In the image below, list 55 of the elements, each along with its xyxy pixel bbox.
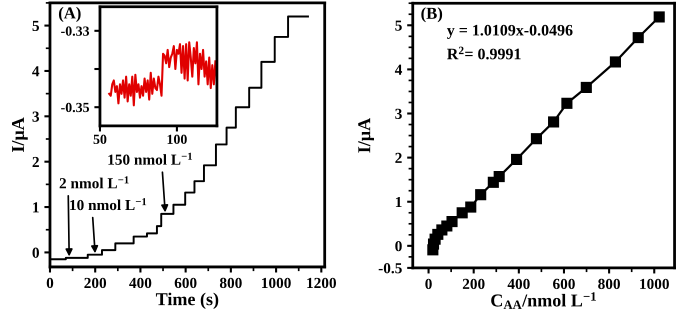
x-tick-label: 600 xyxy=(553,278,575,290)
y-tick-label: 0 xyxy=(32,248,39,258)
annotation: 150 nmol L$^{−1}$ xyxy=(108,152,192,165)
annotation: 2 nmol L$^{−1}$ xyxy=(60,176,129,188)
annotation: (A) xyxy=(58,6,81,22)
annotation: y = 1.0109x-0.0496 xyxy=(446,24,573,39)
annotation: R$^{2}$= 0.9991 xyxy=(447,46,521,60)
x-tick-label: 800 xyxy=(598,278,620,290)
x-tick-label: 200 xyxy=(462,278,485,290)
y-tick-label: -0.5 xyxy=(378,263,402,274)
y-tick-label: 3 xyxy=(32,112,40,122)
y-tick-label: 4 xyxy=(394,64,402,75)
point xyxy=(465,201,476,213)
x-tick-label: 0 xyxy=(425,278,432,290)
point xyxy=(548,116,560,128)
x-tick-label: 1000 xyxy=(262,278,291,288)
x-tick-label: 100 xyxy=(168,134,187,144)
x-tick-label: 600 xyxy=(174,278,197,288)
y-tick-label: -0.33 xyxy=(61,26,90,36)
x-tick-label: 50 xyxy=(94,134,106,144)
y-tick-label: 1 xyxy=(396,196,402,208)
point xyxy=(530,133,542,144)
x-tick-label: 0 xyxy=(46,278,54,288)
point xyxy=(475,189,486,200)
annotation: (B) xyxy=(421,7,442,22)
point xyxy=(511,154,522,165)
y-tick-label: 5 xyxy=(395,20,402,31)
y-axis-title: I/μA xyxy=(358,118,374,153)
point xyxy=(561,98,572,109)
y-tick-label: 0 xyxy=(395,240,402,252)
point xyxy=(610,56,621,68)
x-tick-label: 200 xyxy=(84,278,106,288)
point xyxy=(654,11,665,22)
y-tick-label: 3 xyxy=(395,108,402,119)
x-tick-label: 400 xyxy=(508,278,530,290)
y-tick-label: -0.35 xyxy=(61,102,90,112)
y-axis-title: I/μA xyxy=(12,117,28,152)
point xyxy=(456,207,468,218)
y-tick-label: 2 xyxy=(32,156,39,167)
point xyxy=(494,171,505,182)
x-tick-label: 800 xyxy=(220,278,242,288)
annotation: 10 nmol L$^{−1}$ xyxy=(70,198,146,210)
point xyxy=(446,216,458,228)
y-tick-label: 2 xyxy=(395,152,402,163)
point xyxy=(580,82,592,94)
point xyxy=(632,32,644,44)
y-tick-label: 1 xyxy=(33,202,39,212)
y-tick-label: 4 xyxy=(32,66,40,76)
x-tick-label: 1200 xyxy=(307,278,336,288)
y-tick-label: 5 xyxy=(32,20,40,32)
x-tick-label: 400 xyxy=(129,278,152,288)
x-axis-title: C$_{AA}$/nmol L$^{−1}$ xyxy=(491,292,596,309)
line-series xyxy=(108,41,216,106)
x-axis-title: Time (s) xyxy=(156,292,218,309)
x-tick-label: 1000 xyxy=(640,278,669,290)
